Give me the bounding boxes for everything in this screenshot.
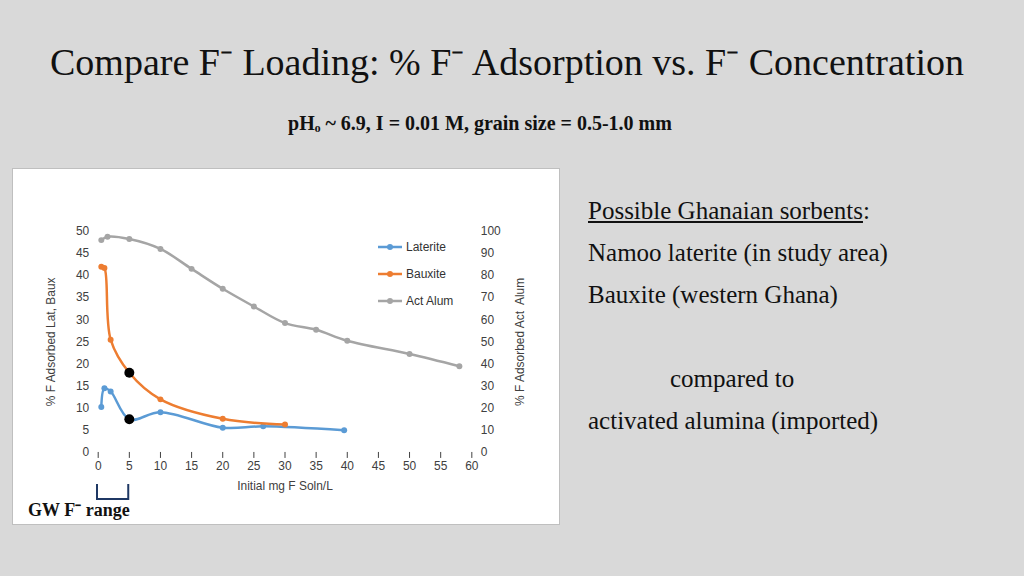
svg-text:35: 35	[309, 459, 323, 473]
svg-text:25: 25	[76, 335, 90, 349]
svg-text:30: 30	[76, 313, 90, 327]
svg-text:10: 10	[154, 459, 168, 473]
svg-text:50: 50	[76, 224, 90, 238]
svg-text:% F Adsorbed Act Alum: % F Adsorbed Act Alum	[513, 278, 527, 406]
svg-text:25: 25	[247, 459, 261, 473]
svg-text:100: 100	[481, 224, 501, 238]
svg-text:55: 55	[434, 459, 448, 473]
svg-text:5: 5	[126, 459, 133, 473]
html-text:Bauxite: Bauxite	[406, 266, 446, 281]
svg-text:45: 45	[372, 459, 386, 473]
svg-text:30: 30	[481, 379, 495, 393]
html-text:Laterite: Laterite	[406, 239, 446, 254]
html-text:Possible Ghanaian sorbents:: Possible Ghanaian sorbents:	[588, 197, 870, 224]
svg-text:80: 80	[481, 268, 495, 282]
svg-text:15: 15	[185, 459, 199, 473]
svg-text:10: 10	[76, 401, 90, 415]
svg-text:20: 20	[481, 401, 495, 415]
svg-text:30: 30	[278, 459, 292, 473]
svg-text:0: 0	[481, 445, 488, 459]
html-text:compared to: compared to	[670, 365, 795, 392]
svg-text:5: 5	[83, 423, 90, 437]
svg-text:35: 35	[76, 290, 90, 304]
svg-text:10: 10	[481, 423, 495, 437]
html-text:pHₒ ~ 6.9, I = 0.01 M, grain s: pHₒ ~ 6.9, I = 0.01 M, grain size = 0.5-…	[288, 112, 672, 134]
svg-text:40: 40	[341, 459, 355, 473]
html-text:Compare F⁻ Loading: % F⁻ Adsor: Compare F⁻ Loading: % F⁻ Adsorption vs. …	[50, 41, 964, 83]
svg-text:90: 90	[481, 246, 495, 260]
html-text:Act Alum: Act Alum	[406, 293, 454, 308]
svg-text:0: 0	[95, 459, 102, 473]
svg-text:50: 50	[403, 459, 417, 473]
svg-text:% F Adsorbed Lat, Baux: % F Adsorbed Lat, Baux	[44, 277, 58, 406]
svg-text:15: 15	[76, 379, 90, 393]
html-text:Namoo laterite (in study area): Namoo laterite (in study area)	[588, 239, 888, 266]
svg-text:20: 20	[76, 357, 90, 371]
html-text:Bauxite (western Ghana): Bauxite (western Ghana)	[588, 281, 838, 308]
svg-text:60: 60	[481, 313, 495, 327]
svg-text:0: 0	[83, 445, 90, 459]
svg-text:60: 60	[465, 459, 479, 473]
svg-text:45: 45	[76, 246, 90, 260]
html-text:activated alumina (imported): activated alumina (imported)	[588, 407, 879, 434]
svg-text:20: 20	[216, 459, 230, 473]
svg-text:40: 40	[76, 268, 90, 282]
svg-text:GW F⁻ range: GW F⁻ range	[28, 500, 130, 520]
svg-text:70: 70	[481, 290, 495, 304]
svg-text:50: 50	[481, 335, 495, 349]
svg-text:Initial mg F Soln/L: Initial mg F Soln/L	[237, 479, 333, 493]
svg-text:40: 40	[481, 357, 495, 371]
